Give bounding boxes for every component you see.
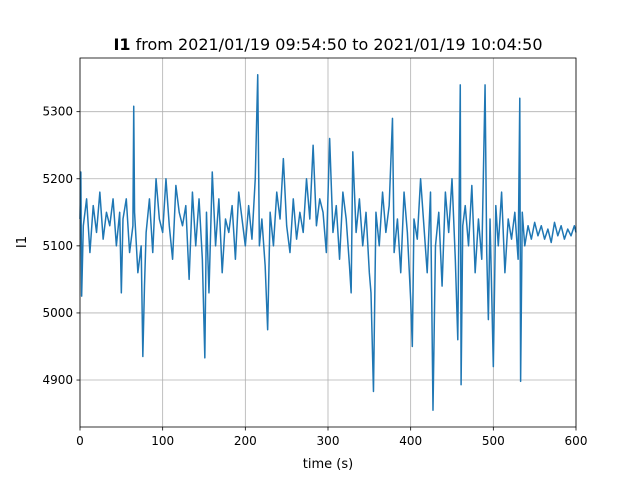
x-tick-label: 0	[76, 434, 84, 448]
x-axis-label: time (s)	[303, 457, 353, 472]
x-tick-label: 100	[151, 434, 174, 448]
x-tick-label: 500	[482, 434, 505, 448]
x-tick-label: 400	[399, 434, 422, 448]
title-bold: I1	[113, 35, 130, 54]
title-text: from 2021/01/19 09:54:50 to 2021/01/19 1…	[136, 35, 543, 54]
x-tick-label: 200	[234, 434, 257, 448]
chart-title: I1 from 2021/01/19 09:54:50 to 2021/01/1…	[113, 35, 542, 54]
plot-frame	[79, 57, 577, 428]
x-tick-label: 600	[565, 434, 588, 448]
y-tick-label: 4900	[42, 373, 73, 387]
y-axis-label: I1	[15, 236, 30, 248]
data-line	[79, 74, 577, 411]
x-tick-label: 300	[317, 434, 340, 448]
y-tick-label: 5100	[42, 239, 73, 253]
y-tick-label: 5000	[42, 306, 73, 320]
y-tick-label: 5200	[42, 172, 73, 186]
y-tick-label: 5300	[42, 105, 73, 119]
